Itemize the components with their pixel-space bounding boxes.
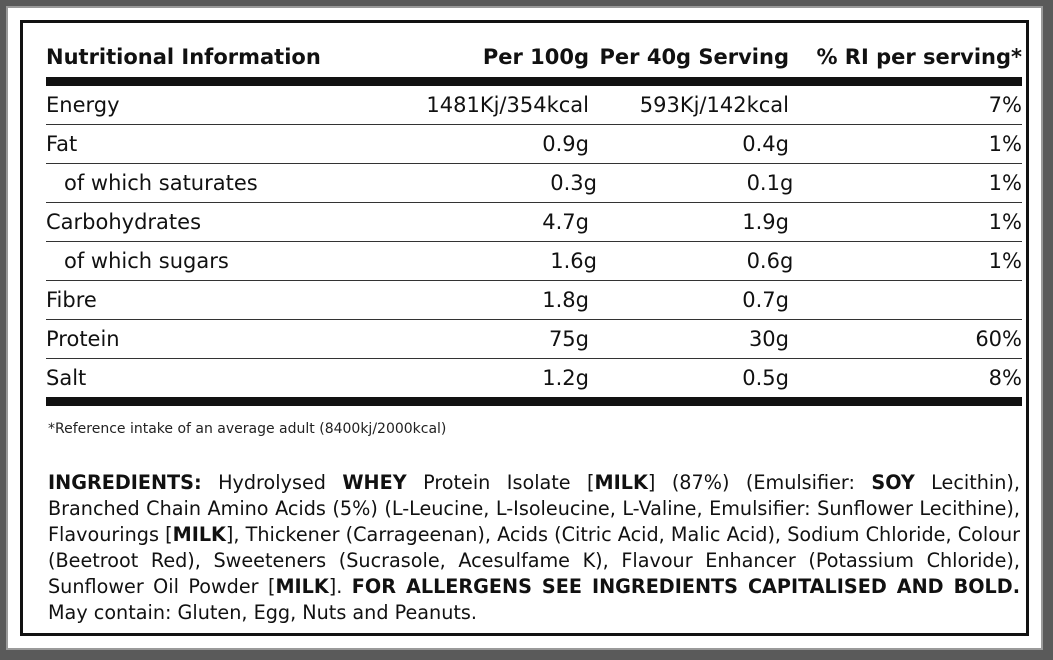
row-label: Fat: [46, 131, 78, 156]
allergen-soy: SOY: [871, 471, 915, 494]
row-label: Protein: [46, 326, 120, 351]
row-per-100g: 1.6g: [550, 248, 597, 273]
label-panel: Nutritional Information Per 100g Per 40g…: [6, 6, 1043, 650]
header-ri: % RI per serving*: [816, 45, 1022, 69]
row-per-serving: 0.4g: [742, 131, 789, 156]
row-per-serving: 0.6g: [746, 248, 794, 273]
row-per-100g: 1.2g: [542, 365, 589, 390]
row-per-serving: 0.1g: [746, 170, 794, 195]
table-row: Energy 1481Kj/354kcal 593Kj/142kcal 7%: [46, 86, 1022, 125]
row-per-serving: 30g: [748, 326, 789, 351]
row-label: of which sugars: [64, 248, 229, 273]
table-header-row: Nutritional Information Per 100g Per 40g…: [46, 38, 1022, 77]
allergen-whey: WHEY: [342, 471, 407, 494]
row-label: Fibre: [46, 287, 97, 312]
table-row: Protein 75g 30g 60%: [46, 320, 1022, 359]
row-per-100g: 0.9g: [542, 131, 589, 156]
row-ri: 8%: [988, 365, 1022, 390]
row-per-100g: 4.7g: [542, 209, 589, 234]
row-ri: 7%: [988, 92, 1022, 117]
table-row: of which saturates 0.3g 0.1g 1%: [46, 164, 1022, 203]
ingredients-segment: ] (87%) (Emulsifier:: [647, 471, 872, 494]
row-per-serving: 0.7g: [742, 287, 789, 312]
ingredients-segment: Protein Isolate [: [406, 471, 595, 494]
reference-intake-footnote: *Reference intake of an average adult (8…: [48, 421, 447, 437]
row-label: of which saturates: [64, 170, 258, 195]
header-rule: [46, 77, 1022, 86]
ingredients-segment: ], Thickener (Carrageenan), Acids (Citri…: [48, 523, 1020, 598]
row-label: Energy: [46, 92, 120, 117]
row-ri: 1%: [988, 248, 1022, 273]
row-per-serving: 0.5g: [742, 365, 789, 390]
row-per-serving: 593Kj/142kcal: [639, 92, 789, 117]
allergen-milk: MILK: [594, 471, 648, 494]
allergen-milk: MILK: [172, 523, 226, 546]
allergen-warning: FOR ALLERGENS SEE INGREDIENTS CAPITALISE…: [351, 575, 1020, 598]
row-per-serving: 1.9g: [742, 209, 789, 234]
header-nutritional-information: Nutritional Information: [46, 45, 321, 69]
row-per-100g: 1.8g: [542, 287, 589, 312]
table-row: Salt 1.2g 0.5g 8%: [46, 359, 1022, 397]
row-ri: 60%: [975, 326, 1022, 351]
ingredients-segment: ].: [328, 575, 352, 598]
ingredients-heading: INGREDIENTS:: [48, 471, 202, 494]
header-per-100g: Per 100g: [482, 45, 589, 69]
row-label: Salt: [46, 365, 87, 390]
row-per-100g: 0.3g: [550, 170, 597, 195]
row-ri: 1%: [988, 131, 1022, 156]
row-ri: 1%: [988, 170, 1022, 195]
row-per-100g: 75g: [548, 326, 589, 351]
row-per-100g: 1481Kj/354kcal: [426, 92, 589, 117]
nutrition-table: Nutritional Information Per 100g Per 40g…: [46, 38, 1022, 406]
may-contain-text: May contain: Gluten, Egg, Nuts and Peanu…: [48, 601, 478, 624]
table-row: Fibre 1.8g 0.7g: [46, 281, 1022, 320]
footer-rule: [46, 397, 1022, 406]
table-row: Fat 0.9g 0.4g 1%: [46, 125, 1022, 164]
allergen-milk: MILK: [275, 575, 329, 598]
row-label: Carbohydrates: [46, 209, 202, 234]
label-border: [20, 20, 1029, 636]
table-row: of which sugars 1.6g 0.6g 1%: [46, 242, 1022, 281]
row-ri: 1%: [988, 209, 1022, 234]
ingredients-text: INGREDIENTS: Hydrolysed WHEY Protein Iso…: [48, 470, 1020, 626]
ingredients-segment: Hydrolysed: [201, 471, 343, 494]
ingredients-segment: Lecithin), Branched Chain Amino Acids (5…: [48, 471, 1020, 546]
header-per-serving: Per 40g Serving: [599, 45, 789, 69]
table-row: Carbohydrates 4.7g 1.9g 1%: [46, 203, 1022, 242]
